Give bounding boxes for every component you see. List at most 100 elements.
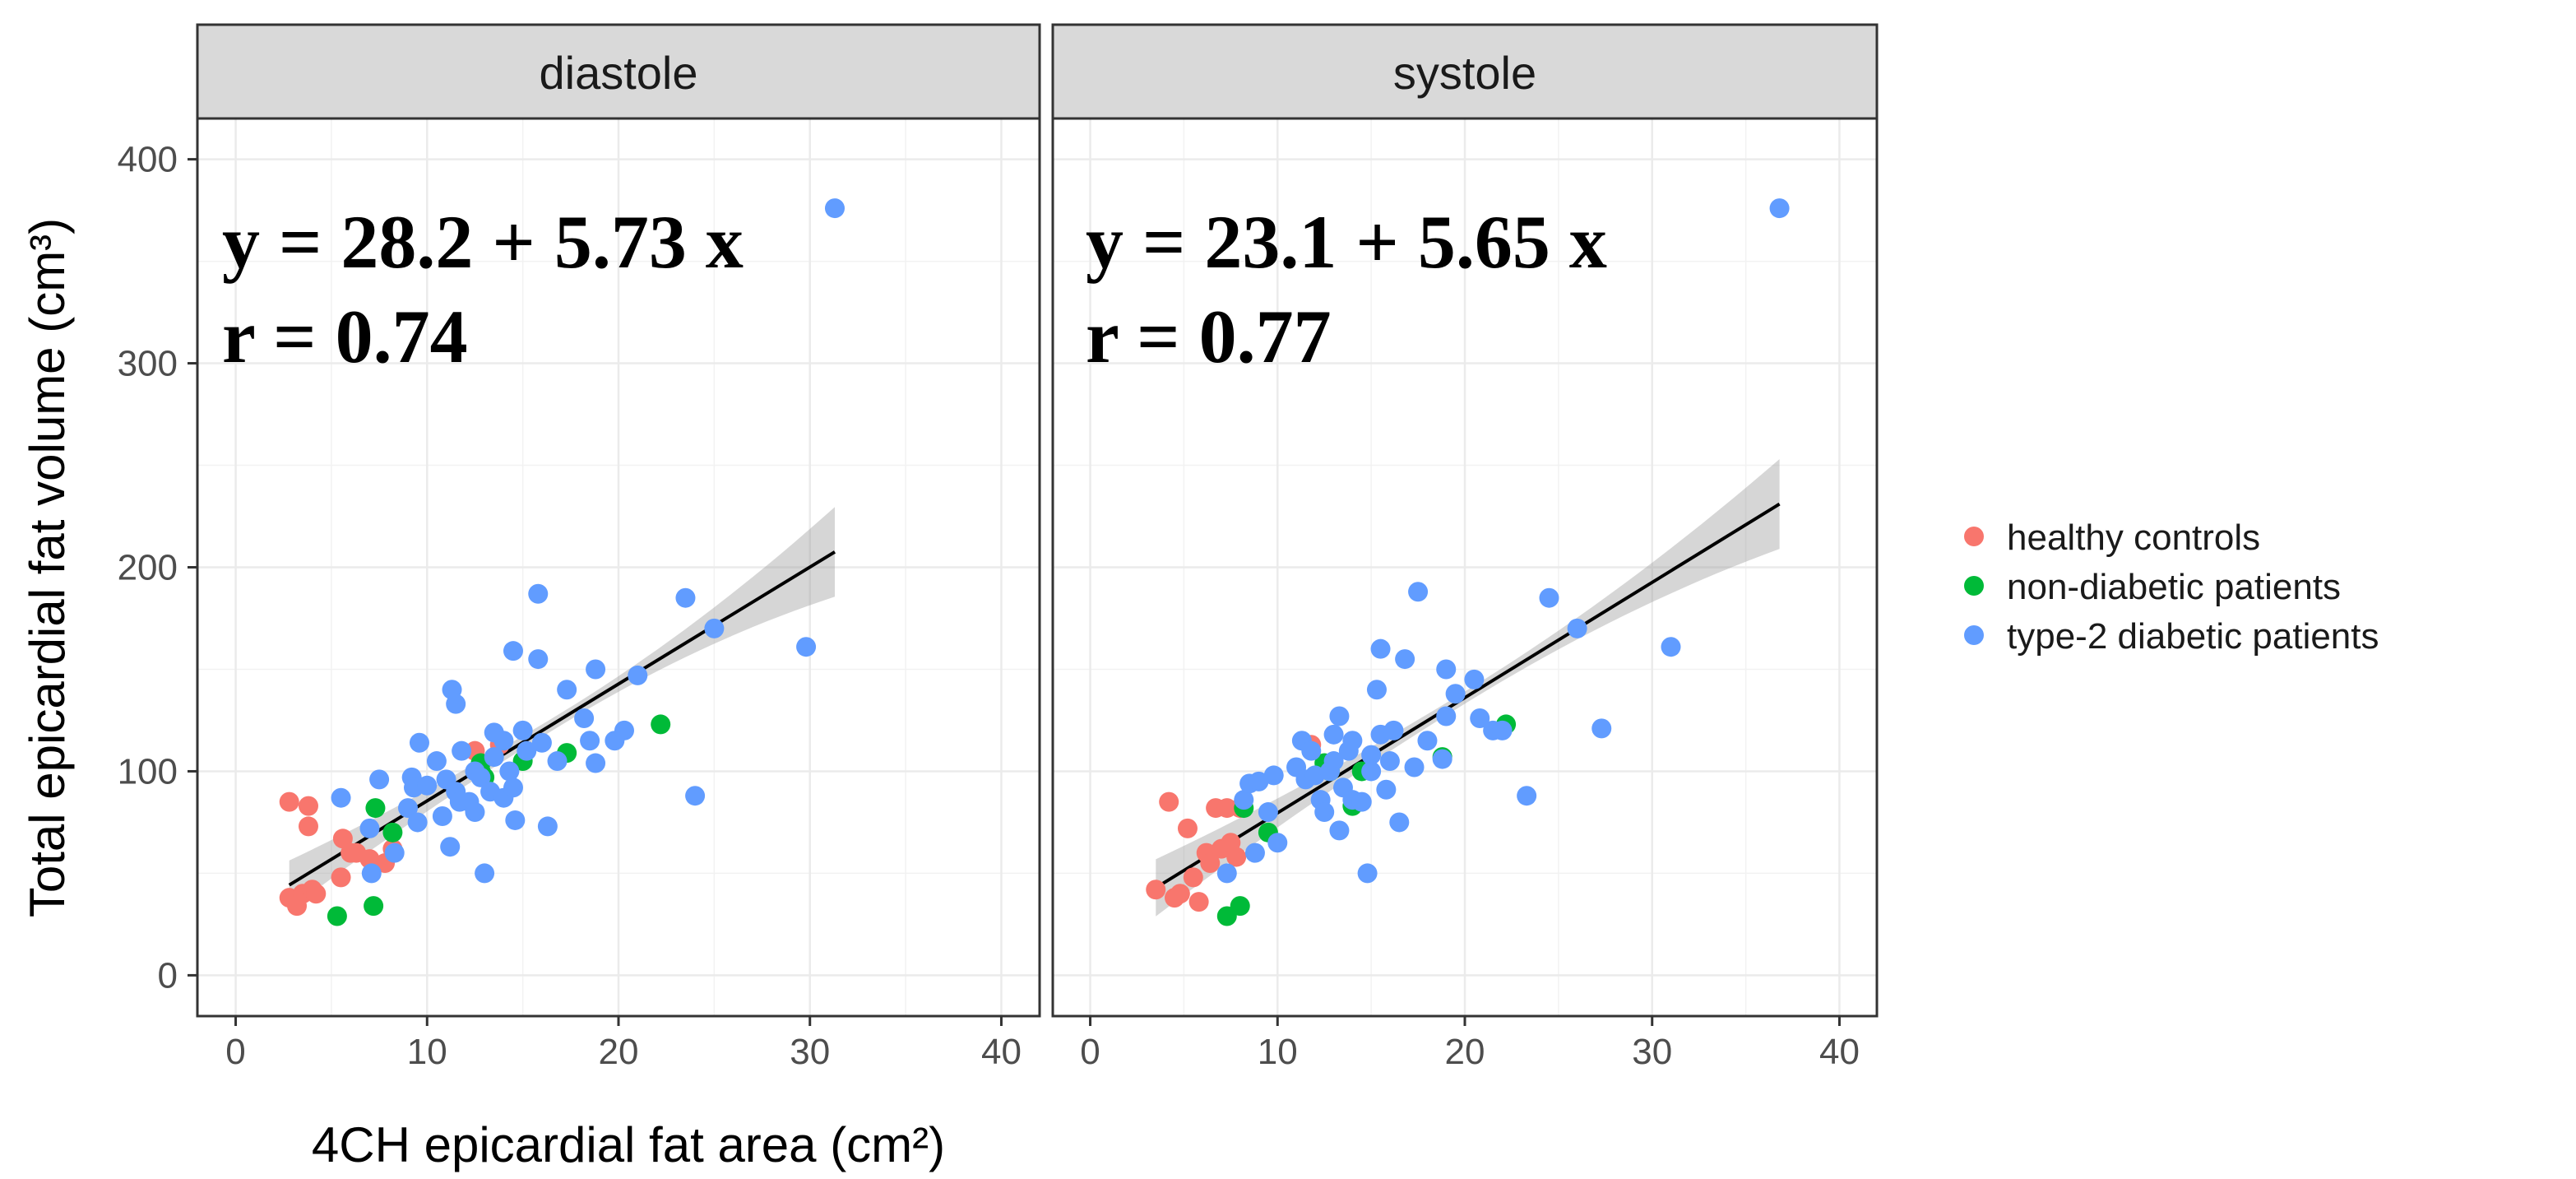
point-type-2-diabetic-patients: [440, 837, 461, 857]
panel-diastole-equation: y = 28.2 + 5.73 x: [222, 200, 744, 284]
point-type-2-diabetic-patients: [1661, 637, 1681, 657]
panel-diastole-strip: [196, 23, 1041, 120]
point-type-2-diabetic-patients: [1234, 790, 1254, 810]
point-type-2-diabetic-patients: [1342, 731, 1363, 751]
point-non-diabetic-patients: [651, 714, 671, 735]
point-type-2-diabetic-patients: [417, 775, 438, 796]
panel-diastole-grid: [197, 118, 1040, 1016]
point-healthy-controls: [1200, 853, 1221, 874]
point-type-2-diabetic-patients: [1370, 638, 1391, 659]
point-type-2-diabetic-patients: [1323, 751, 1344, 772]
point-healthy-controls: [298, 816, 318, 837]
point-healthy-controls: [1226, 847, 1247, 867]
y-axis-title: Total epicardial fat volume (cm³): [20, 218, 75, 917]
x-tick-label: 10: [407, 1032, 447, 1072]
point-healthy-controls: [306, 884, 327, 904]
point-type-2-diabetic-patients: [1379, 751, 1400, 772]
point-type-2-diabetic-patients: [1329, 820, 1350, 841]
panel-systole-title: systole: [1393, 47, 1536, 99]
panel-diastole-regression-line: [288, 550, 836, 887]
x-tick-label: 30: [790, 1032, 830, 1072]
point-healthy-controls: [1177, 818, 1198, 838]
point-type-2-diabetic-patients: [1464, 669, 1485, 689]
point-healthy-controls: [1146, 880, 1166, 900]
legend-label-non-diabetic-patients: non-diabetic patients: [2007, 567, 2341, 607]
point-non-diabetic-patients: [365, 798, 386, 819]
x-tick-label: 10: [1258, 1032, 1298, 1072]
x-axis: 0 10 20 30 40 0 10 20 30 40: [225, 1016, 1860, 1072]
y-tick-label: 100: [118, 751, 178, 791]
point-type-2-diabetic-patients: [1366, 680, 1387, 700]
legend-label-healthy-controls: healthy controls: [2007, 518, 2260, 558]
point-type-2-diabetic-patients: [1376, 779, 1397, 800]
point-type-2-diabetic-patients: [1323, 724, 1344, 745]
point-healthy-controls: [1183, 867, 1203, 888]
point-healthy-controls: [331, 867, 351, 888]
point-healthy-controls: [1159, 791, 1179, 812]
panel-systole-regression-line: [1155, 502, 1781, 889]
point-type-2-diabetic-patients: [493, 731, 514, 751]
point-type-2-diabetic-patients: [503, 777, 523, 798]
legend-dot-type-2-diabetic-patients: [1964, 625, 1984, 645]
point-type-2-diabetic-patients: [1249, 771, 1269, 791]
point-type-2-diabetic-patients: [796, 637, 817, 657]
point-type-2-diabetic-patients: [675, 587, 696, 608]
point-type-2-diabetic-patients: [1304, 765, 1325, 786]
panel-systole: systole y = 23.1 + 5.65 x r = 0.77: [1051, 23, 1879, 1018]
point-type-2-diabetic-patients: [1314, 802, 1335, 823]
point-type-2-diabetic-patients: [557, 680, 577, 700]
point-type-2-diabetic-patients: [484, 747, 504, 768]
panel-systole-fit-line: [1155, 502, 1781, 889]
point-healthy-controls: [279, 791, 299, 812]
panel-diastole-title: diastole: [539, 47, 697, 99]
point-type-2-diabetic-patients: [1539, 587, 1559, 608]
point-type-2-diabetic-patients: [1445, 684, 1466, 704]
point-type-2-diabetic-patients: [1492, 720, 1513, 740]
point-type-2-diabetic-patients: [409, 732, 429, 753]
panel-diastole-confidence-band: [289, 507, 835, 910]
point-type-2-diabetic-patients: [580, 731, 600, 751]
legend-dot-non-diabetic-patients: [1964, 576, 1984, 596]
point-type-2-diabetic-patients: [512, 720, 533, 740]
point-type-2-diabetic-patients: [1470, 708, 1490, 728]
point-type-2-diabetic-patients: [384, 842, 405, 863]
point-type-2-diabetic-patients: [1517, 786, 1537, 806]
point-type-2-diabetic-patients: [528, 649, 549, 670]
point-type-2-diabetic-patients: [1769, 198, 1790, 219]
x-tick-label: 0: [225, 1032, 245, 1072]
x-tick-label: 40: [981, 1032, 1022, 1072]
point-type-2-diabetic-patients: [426, 751, 447, 772]
point-type-2-diabetic-patients: [465, 802, 485, 823]
point-type-2-diabetic-patients: [517, 740, 537, 761]
point-type-2-diabetic-patients: [359, 818, 380, 838]
point-non-diabetic-patients: [327, 906, 347, 926]
legend: healthy controls non-diabetic patients t…: [1964, 518, 2379, 657]
point-type-2-diabetic-patients: [1357, 863, 1378, 884]
point-type-2-diabetic-patients: [503, 641, 523, 661]
point-non-diabetic-patients: [382, 822, 403, 842]
x-tick-label: 20: [599, 1032, 639, 1072]
point-type-2-diabetic-patients: [475, 863, 495, 884]
panel-diastole-fit-line: [288, 550, 836, 887]
x-tick-label: 20: [1445, 1032, 1485, 1072]
point-type-2-diabetic-patients: [614, 720, 634, 740]
point-type-2-diabetic-patients: [446, 694, 466, 714]
x-axis-title: 4CH epicardial fat area (cm²): [312, 1117, 945, 1172]
panel-systole-points: [1146, 198, 1790, 926]
point-type-2-diabetic-patients: [547, 751, 568, 772]
point-type-2-diabetic-patients: [1244, 842, 1265, 863]
x-tick-label: 0: [1080, 1032, 1100, 1072]
point-type-2-diabetic-patients: [1404, 757, 1425, 777]
point-type-2-diabetic-patients: [528, 583, 549, 604]
y-tick-label: 0: [158, 955, 178, 996]
legend-dot-healthy-controls: [1964, 527, 1984, 546]
point-type-2-diabetic-patients: [361, 863, 382, 884]
y-tick-label: 400: [118, 140, 178, 180]
y-tick-label: 300: [118, 344, 178, 384]
point-type-2-diabetic-patients: [704, 618, 725, 638]
point-type-2-diabetic-patients: [1567, 618, 1587, 638]
point-type-2-diabetic-patients: [537, 816, 558, 837]
point-type-2-diabetic-patients: [1436, 706, 1457, 726]
panel-diastole-ci-band: [289, 507, 835, 910]
point-type-2-diabetic-patients: [1267, 833, 1288, 853]
